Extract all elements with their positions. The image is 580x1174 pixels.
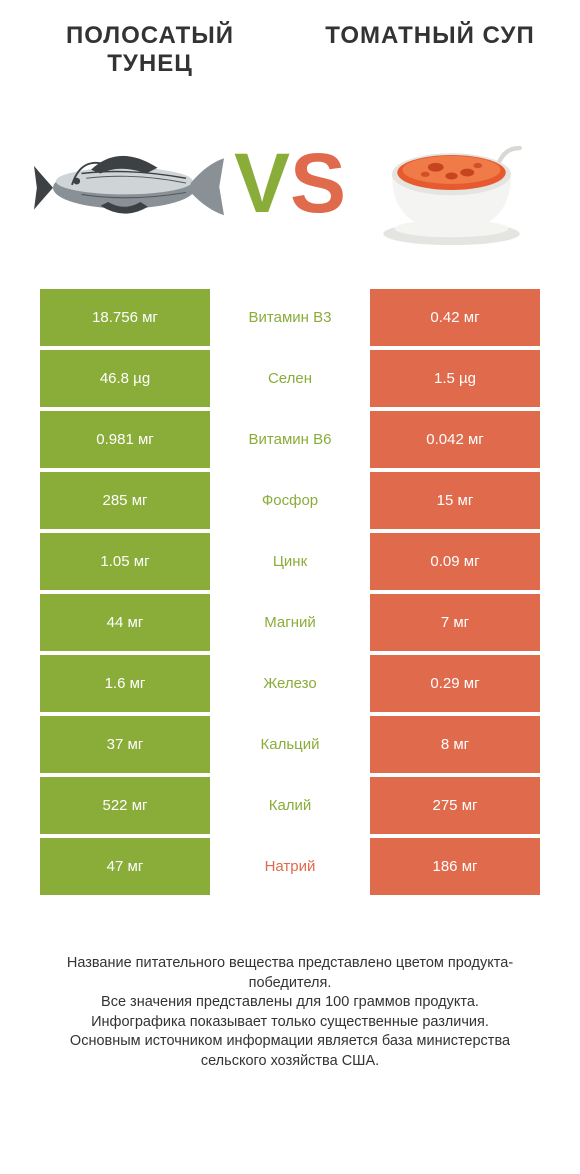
nutrient-label: Железо: [210, 655, 370, 712]
right-value-cell: 15 мг: [370, 472, 540, 529]
vs-v: V: [234, 141, 290, 225]
left-value-cell: 1.6 мг: [40, 655, 210, 712]
comparison-table: 18.756 мгВитамин B30.42 мг46.8 µgСелен1.…: [0, 289, 580, 899]
vs-s: S: [290, 141, 346, 225]
right-value-cell: 186 мг: [370, 838, 540, 895]
table-row: 1.6 мгЖелезо0.29 мг: [40, 655, 540, 712]
left-value-cell: 47 мг: [40, 838, 210, 895]
footer-line-4: Основным источником информации является …: [36, 1032, 544, 1071]
hero-row: VS: [0, 85, 580, 289]
nutrient-label: Натрий: [210, 838, 370, 895]
left-product-title: ПОЛОСАТЫЙ ТУНЕЦ: [30, 22, 270, 77]
nutrient-label: Магний: [210, 594, 370, 651]
right-value-cell: 0.29 мг: [370, 655, 540, 712]
footer-line-3: Инфографика показывает только существенн…: [36, 1013, 544, 1033]
infographic-root: ПОЛОСАТЫЙ ТУНЕЦ ТОМАТНЫЙ СУП VS: [0, 0, 580, 1174]
right-value-cell: 8 мг: [370, 716, 540, 773]
right-product-title: ТОМАТНЫЙ СУП: [310, 22, 550, 77]
left-value-cell: 37 мг: [40, 716, 210, 773]
table-row: 44 мгМагний7 мг: [40, 594, 540, 651]
nutrient-label: Витамин B3: [210, 289, 370, 346]
table-row: 1.05 мгЦинк0.09 мг: [40, 533, 540, 590]
right-value-cell: 0.09 мг: [370, 533, 540, 590]
right-value-cell: 275 мг: [370, 777, 540, 834]
tomato-soup-icon: [356, 103, 546, 263]
left-value-cell: 0.981 мг: [40, 411, 210, 468]
table-row: 46.8 µgСелен1.5 µg: [40, 350, 540, 407]
left-value-cell: 18.756 мг: [40, 289, 210, 346]
left-value-cell: 46.8 µg: [40, 350, 210, 407]
footer-line-2: Все значения представлены для 100 граммо…: [36, 993, 544, 1013]
table-row: 285 мгФосфор15 мг: [40, 472, 540, 529]
nutrient-label: Кальций: [210, 716, 370, 773]
table-row: 18.756 мгВитамин B30.42 мг: [40, 289, 540, 346]
table-row: 37 мгКальций8 мг: [40, 716, 540, 773]
table-row: 0.981 мгВитамин B60.042 мг: [40, 411, 540, 468]
nutrient-label: Цинк: [210, 533, 370, 590]
right-value-cell: 0.42 мг: [370, 289, 540, 346]
tuna-fish-icon: [34, 103, 224, 263]
table-row: 47 мгНатрий186 мг: [40, 838, 540, 895]
right-value-cell: 7 мг: [370, 594, 540, 651]
right-value-cell: 1.5 µg: [370, 350, 540, 407]
vs-label: VS: [234, 141, 346, 225]
nutrient-label: Фосфор: [210, 472, 370, 529]
table-row: 522 мгКалий275 мг: [40, 777, 540, 834]
header: ПОЛОСАТЫЙ ТУНЕЦ ТОМАТНЫЙ СУП: [0, 0, 580, 85]
left-value-cell: 1.05 мг: [40, 533, 210, 590]
right-value-cell: 0.042 мг: [370, 411, 540, 468]
footer-line-1: Название питательного вещества представл…: [36, 954, 544, 993]
left-value-cell: 522 мг: [40, 777, 210, 834]
nutrient-label: Калий: [210, 777, 370, 834]
footer-notes: Название питательного вещества представл…: [0, 899, 580, 1071]
nutrient-label: Витамин B6: [210, 411, 370, 468]
left-value-cell: 285 мг: [40, 472, 210, 529]
left-value-cell: 44 мг: [40, 594, 210, 651]
nutrient-label: Селен: [210, 350, 370, 407]
